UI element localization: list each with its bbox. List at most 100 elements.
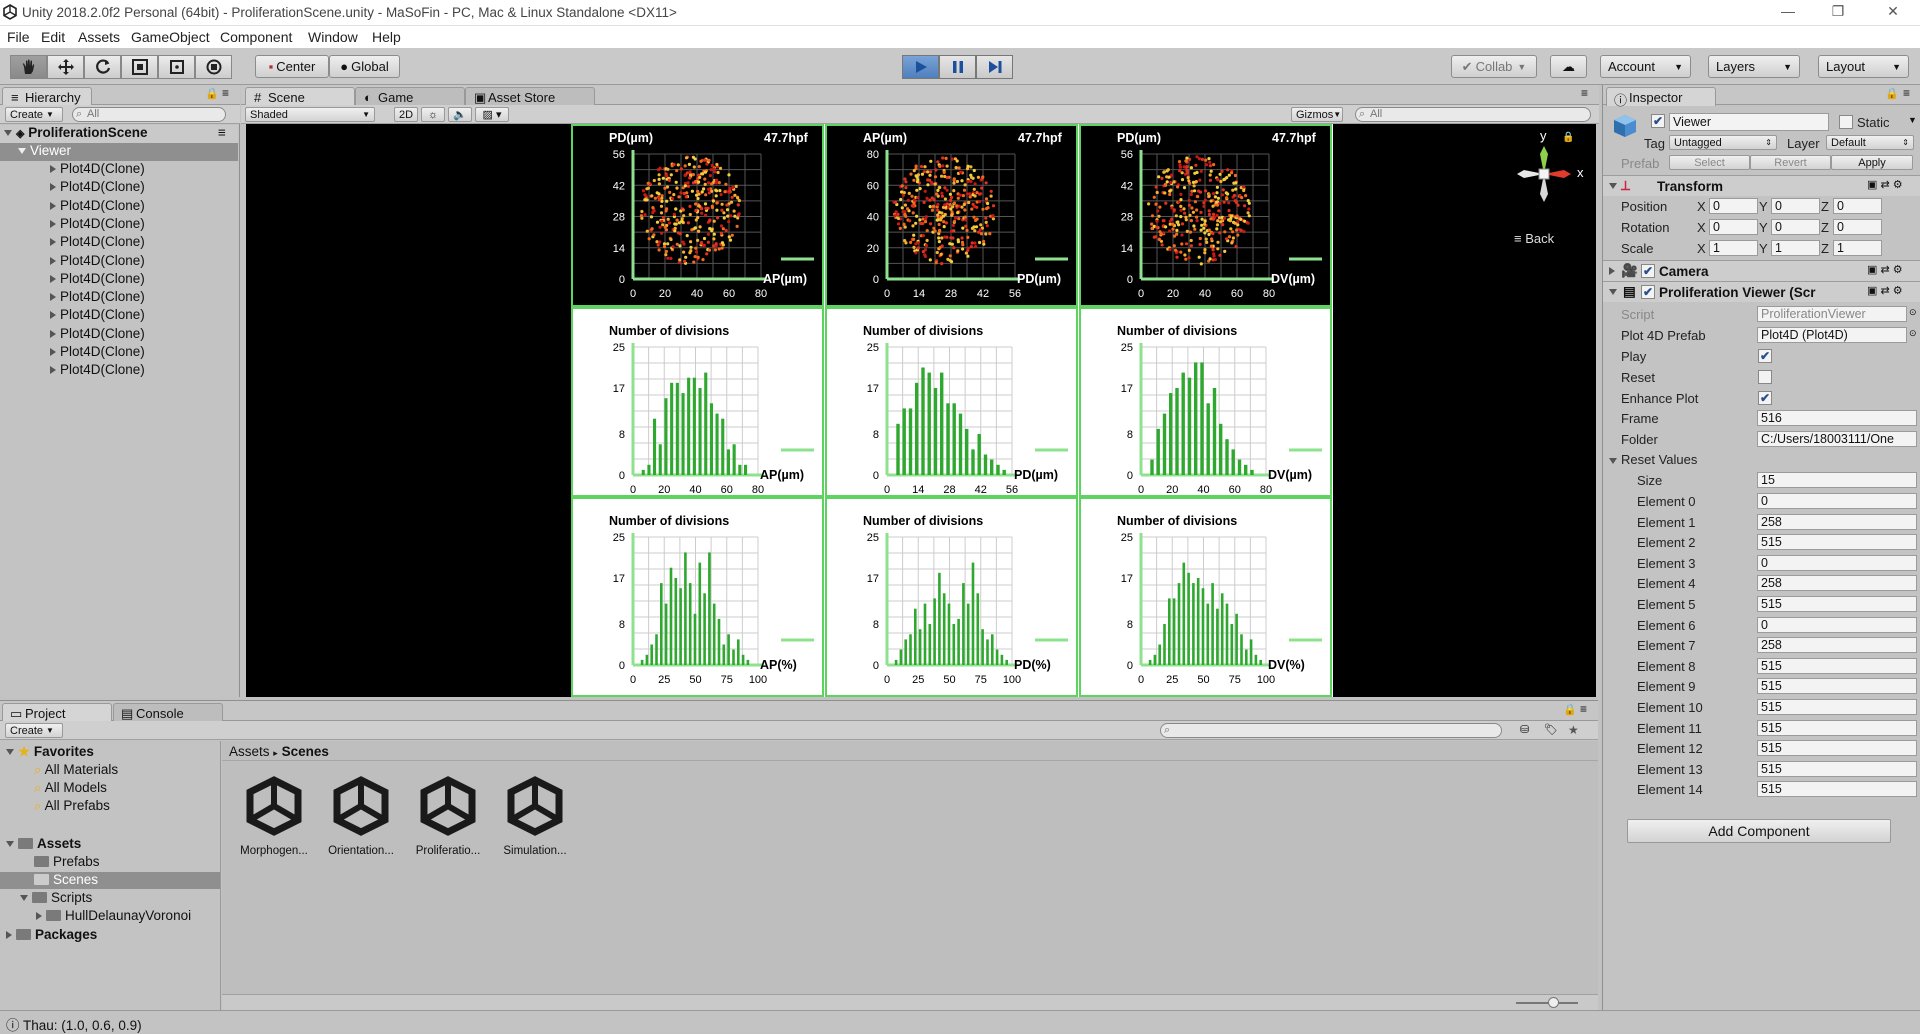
favorite-all-models[interactable]: ⌕ All Models: [34, 780, 107, 797]
tab-asset-store[interactable]: ▣ Asset Store: [465, 87, 595, 106]
hierarchy-item-plot4d[interactable]: Plot4D(Clone): [0, 216, 238, 234]
pause-button[interactable]: [939, 55, 976, 79]
transform-position-x-input[interactable]: 0: [1709, 198, 1758, 214]
plot4d-prefab-field[interactable]: Plot4D (Plot4D): [1757, 327, 1907, 343]
scene-viewport[interactable]: PD(µm) 47.7hpf AP(µm) 0 20 40 60 80 56 42 28 14 0 AP(…: [246, 124, 1596, 697]
reset-checkbox[interactable]: [1758, 370, 1772, 384]
cloud-button[interactable]: ☁: [1550, 55, 1587, 78]
hierarchy-item-plot4d[interactable]: Plot4D(Clone): [0, 362, 238, 380]
scene-orientation-gizmo[interactable]: [1509, 134, 1579, 214]
scene-asset[interactable]: Proliferatio...: [408, 776, 488, 857]
hierarchy-item-plot4d[interactable]: Plot4D(Clone): [0, 179, 238, 197]
favorite-all-materials[interactable]: ⌕ All Materials: [34, 762, 118, 779]
frame-input[interactable]: 516: [1757, 410, 1917, 426]
reset-element-input[interactable]: 515: [1757, 781, 1917, 798]
filter-label-icon[interactable]: 🏷: [1544, 724, 1558, 736]
rotate-tool-icon[interactable]: [84, 55, 121, 79]
hierarchy-item-viewer[interactable]: Viewer: [0, 143, 238, 161]
folder-scenes[interactable]: Scenes: [0, 872, 220, 889]
transform-position-y-input[interactable]: 0: [1771, 198, 1820, 214]
tab-inspector[interactable]: ⓘ Inspector: [1606, 87, 1716, 108]
object-active-checkbox[interactable]: ✔: [1651, 114, 1665, 128]
object-name-input[interactable]: Viewer: [1669, 113, 1829, 131]
close-icon[interactable]: ✕: [1887, 3, 1899, 19]
scene-asset[interactable]: Morphogen...: [234, 776, 314, 857]
view-back-label[interactable]: ≡ Back: [1514, 231, 1554, 246]
hierarchy-search-input[interactable]: ⌕ All: [72, 107, 226, 122]
transform-header[interactable]: ⟂ Transform ▣ ⇄ ⚙: [1603, 175, 1920, 196]
enhance-plot-checkbox[interactable]: ✔: [1758, 391, 1772, 405]
tab-hierarchy[interactable]: ≡ Hierarchy: [2, 87, 92, 106]
assets-foldout[interactable]: Assets: [6, 836, 81, 853]
menu-help[interactable]: Help: [372, 29, 401, 45]
status-bar[interactable]: ⓘ Thau: (1.0, 0.6, 0.9): [0, 1010, 1920, 1033]
reset-element-input[interactable]: 515: [1757, 740, 1917, 757]
layout-dropdown[interactable]: Layout ▼: [1818, 55, 1909, 78]
breadcrumb-scenes[interactable]: Scenes: [281, 744, 329, 759]
prefab-select-button[interactable]: Select: [1669, 155, 1750, 170]
account-dropdown[interactable]: Account ▼: [1600, 55, 1691, 78]
hand-tool-icon[interactable]: [10, 55, 47, 79]
step-button[interactable]: [976, 55, 1013, 79]
camera-enabled-checkbox[interactable]: ✔: [1641, 264, 1655, 278]
panel-menu-icon[interactable]: ≡: [1903, 86, 1911, 100]
menu-edit[interactable]: Edit: [41, 29, 66, 45]
shading-dropdown[interactable]: Shaded ▼: [245, 107, 375, 122]
move-tool-icon[interactable]: [47, 55, 84, 79]
reset-element-input[interactable]: 0: [1757, 493, 1917, 509]
scene-asset[interactable]: Orientation...: [321, 776, 401, 857]
maximize-icon[interactable]: ❐: [1831, 3, 1845, 19]
project-search-input[interactable]: ⌕: [1160, 723, 1502, 738]
panel-menu-icon[interactable]: ≡: [1580, 702, 1588, 716]
reset-element-input[interactable]: 258: [1757, 513, 1917, 530]
static-checkbox[interactable]: [1839, 115, 1853, 129]
tab-scene[interactable]: # Scene: [245, 87, 355, 106]
reset-element-input[interactable]: 515: [1757, 760, 1917, 777]
effects-icon[interactable]: ▨ ▾: [475, 107, 509, 122]
reset-element-input[interactable]: 258: [1757, 575, 1917, 592]
reset-values-foldout[interactable]: Reset Values: [1609, 452, 1697, 467]
hierarchy-item-plot4d[interactable]: Plot4D(Clone): [0, 326, 238, 344]
size-input[interactable]: 15: [1757, 472, 1917, 488]
reset-element-input[interactable]: 258: [1757, 637, 1917, 654]
scene-asset[interactable]: Simulation...: [495, 776, 575, 857]
scene-search-input[interactable]: ⌕ All: [1355, 107, 1591, 122]
prefab-apply-button[interactable]: Apply: [1831, 155, 1913, 170]
transform-rotation-z-input[interactable]: 0: [1833, 219, 1882, 235]
reset-element-input[interactable]: 515: [1757, 719, 1917, 736]
reset-element-input[interactable]: 0: [1757, 616, 1917, 633]
prefab-revert-button[interactable]: Revert: [1750, 155, 1831, 170]
reset-element-input[interactable]: 515: [1757, 534, 1917, 551]
panel-menu-icon[interactable]: ≡: [1581, 86, 1589, 100]
tab-game[interactable]: ◐ Game: [355, 87, 465, 106]
lock-icon[interactable]: 🔒: [1885, 88, 1899, 100]
transform-rotation-x-input[interactable]: 0: [1709, 219, 1758, 235]
hierarchy-item-plot4d[interactable]: Plot4D(Clone): [0, 344, 238, 362]
layers-dropdown[interactable]: Layers ▼: [1708, 55, 1800, 78]
transform-scale-z-input[interactable]: 1: [1833, 240, 1882, 256]
hierarchy-item-plot4d[interactable]: Plot4D(Clone): [0, 234, 238, 252]
object-picker-icon[interactable]: ⊙: [1909, 307, 1917, 317]
menu-component[interactable]: Component: [220, 29, 293, 45]
reset-element-input[interactable]: 515: [1757, 657, 1917, 674]
rect-tool-icon[interactable]: [158, 55, 195, 79]
collab-button[interactable]: ✔ Collab ▼: [1451, 55, 1537, 78]
hierarchy-item-plot4d[interactable]: Plot4D(Clone): [0, 307, 238, 325]
create-dropdown[interactable]: Create ▼: [5, 723, 63, 738]
menu-file[interactable]: File: [7, 29, 30, 45]
scene-row[interactable]: ◈ ProliferationScene ≡: [0, 125, 238, 143]
folder-scripts[interactable]: Scripts: [20, 890, 92, 907]
hierarchy-item-plot4d[interactable]: Plot4D(Clone): [0, 271, 238, 289]
script-enabled-checkbox[interactable]: ✔: [1641, 285, 1655, 299]
object-picker-icon[interactable]: ⊙: [1909, 328, 1917, 338]
lock-icon[interactable]: 🔒: [1563, 704, 1577, 716]
hierarchy-item-plot4d[interactable]: Plot4D(Clone): [0, 198, 238, 216]
transform-tool-icon[interactable]: [195, 55, 232, 79]
breadcrumb-assets[interactable]: Assets: [229, 744, 270, 759]
folder-prefabs[interactable]: Prefabs: [34, 854, 100, 871]
transform-scale-y-input[interactable]: 1: [1771, 240, 1820, 256]
reset-element-input[interactable]: 515: [1757, 699, 1917, 715]
pivot-center-button[interactable]: ▪ Center: [255, 55, 329, 78]
pivot-global-button[interactable]: ● Global: [329, 55, 400, 78]
gizmo-lock-icon[interactable]: 🔒: [1562, 132, 1575, 143]
